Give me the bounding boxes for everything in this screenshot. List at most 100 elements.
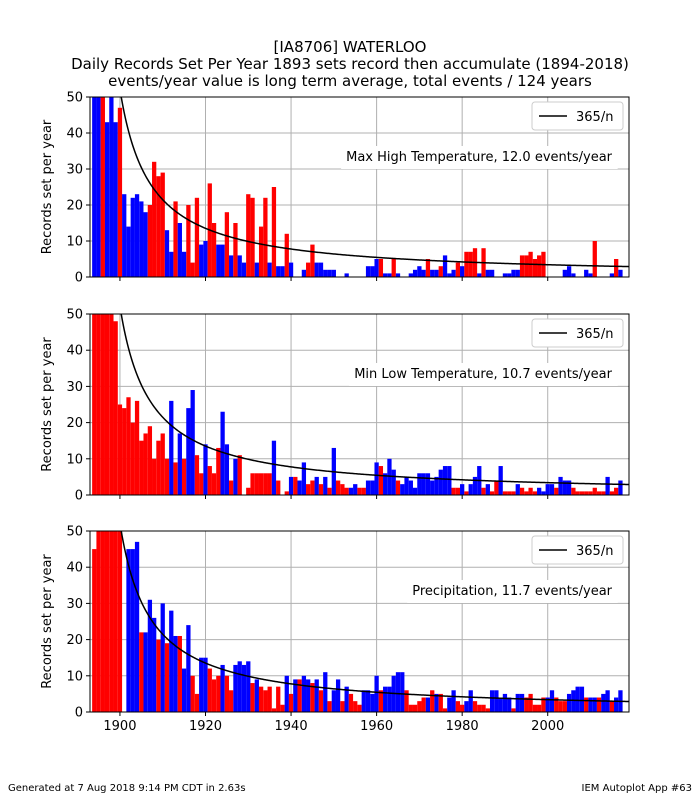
bar: [280, 704, 285, 712]
bar: [323, 672, 328, 712]
bar: [472, 476, 478, 495]
bar: [126, 226, 131, 277]
x-tick-label: 1940: [275, 719, 308, 734]
legend: 365/n: [531, 318, 624, 348]
bar: [263, 197, 268, 277]
bar: [489, 690, 495, 712]
bar: [562, 701, 567, 712]
bar: [271, 440, 277, 495]
bar: [575, 491, 580, 495]
bar: [554, 487, 559, 495]
bar: [237, 455, 242, 495]
bar: [190, 675, 195, 712]
y-tick-label: 10: [66, 235, 83, 250]
bar: [472, 701, 478, 712]
bar: [258, 686, 264, 712]
bar: [566, 480, 572, 495]
bar: [528, 693, 533, 712]
bar: [164, 230, 170, 277]
panel-annotation: Min Low Temperature, 10.7 events/year: [354, 367, 612, 382]
bar: [579, 686, 585, 712]
bar: [353, 701, 358, 712]
bar: [609, 491, 615, 495]
bar: [130, 197, 135, 277]
bar: [263, 690, 268, 712]
bar: [190, 262, 195, 277]
bar: [430, 690, 435, 712]
bar: [468, 251, 473, 277]
bar: [203, 241, 208, 277]
bar: [254, 679, 259, 712]
bar: [511, 708, 516, 712]
bar: [113, 531, 118, 712]
bar: [194, 455, 200, 495]
bar: [507, 697, 512, 712]
bar: [502, 491, 508, 495]
bar: [276, 686, 281, 712]
bar: [190, 390, 195, 495]
bar: [207, 466, 212, 495]
legend-label: 365/n: [576, 110, 613, 125]
y-axis-label: Records set per year: [40, 554, 55, 689]
bar: [92, 314, 97, 495]
bar: [588, 491, 593, 495]
bar: [609, 701, 615, 712]
bar: [588, 697, 593, 712]
bar: [152, 161, 157, 277]
y-axis-label: Records set per year: [40, 337, 55, 472]
bar: [267, 473, 272, 495]
bar: [104, 314, 110, 495]
bar: [301, 675, 307, 712]
bar: [537, 255, 542, 277]
bar: [451, 487, 456, 495]
bar: [306, 679, 311, 712]
bar: [288, 693, 294, 712]
bar: [233, 664, 238, 712]
bar: [344, 686, 349, 712]
bar: [558, 476, 563, 495]
bar: [250, 473, 255, 495]
bar: [353, 484, 358, 495]
bar: [130, 549, 135, 712]
bar: [169, 610, 174, 712]
y-tick-label: 30: [66, 163, 83, 178]
bar: [370, 693, 375, 712]
bar: [365, 266, 371, 277]
bar: [383, 273, 388, 277]
bar: [96, 97, 101, 277]
bar: [404, 476, 409, 495]
bar: [327, 487, 332, 495]
bar: [134, 541, 140, 712]
bar: [229, 255, 234, 277]
y-tick-label: 20: [66, 199, 83, 214]
bar: [489, 491, 495, 495]
y-tick-label: 0: [75, 271, 83, 286]
y-tick-label: 20: [66, 416, 83, 431]
legend-label: 365/n: [576, 327, 613, 342]
bar: [109, 314, 114, 495]
bar: [323, 269, 328, 277]
bar: [113, 122, 118, 277]
bar: [280, 266, 285, 277]
bar: [378, 259, 384, 277]
bar: [579, 491, 585, 495]
bar: [447, 697, 452, 712]
bar: [181, 458, 187, 495]
bar: [100, 314, 105, 495]
x-tick-label: 1960: [360, 719, 393, 734]
bar: [323, 476, 328, 495]
bar: [395, 672, 401, 712]
bar: [130, 422, 135, 495]
bar: [160, 603, 165, 712]
bar: [169, 251, 174, 277]
bar: [109, 531, 114, 712]
legend-box: [531, 101, 624, 131]
bar: [211, 223, 217, 277]
bar: [554, 697, 559, 712]
bar: [417, 701, 422, 712]
bar: [297, 480, 302, 495]
bar: [134, 194, 140, 277]
bar: [109, 97, 114, 277]
bar: [455, 701, 461, 712]
bar: [100, 97, 105, 277]
